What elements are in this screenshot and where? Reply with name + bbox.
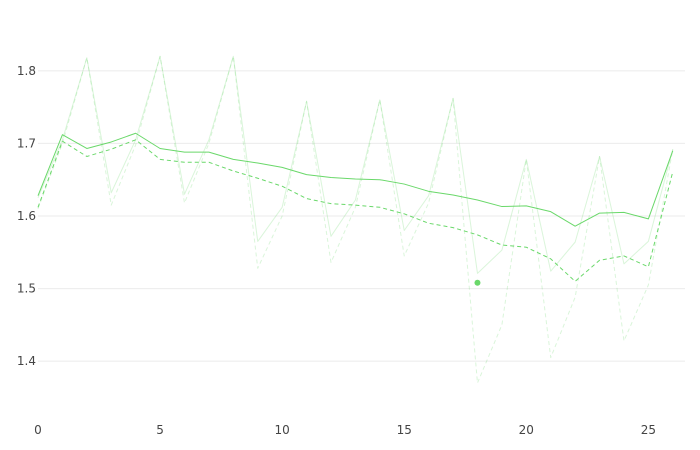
x-tick-label-5: 25 [641,423,656,437]
series-line-2 [37,55,674,274]
y-axis-ticks: 1.4 1.5 1.6 1.7 1.8 [17,64,36,368]
series-line-3 [37,55,674,384]
grid-lines [38,70,685,362]
series-lines [37,55,674,384]
x-axis-ticks: 0 5 10 15 20 25 [34,423,656,437]
y-tick-label-1: 1.5 [17,282,36,296]
series-line-1 [37,139,674,282]
y-tick-label-3: 1.7 [17,136,36,150]
data-point-marker-0 [474,279,481,286]
x-tick-label-1: 5 [156,423,164,437]
x-tick-label-4: 20 [519,423,534,437]
y-tick-label-0: 1.4 [17,354,36,368]
y-tick-label-4: 1.8 [17,64,36,78]
x-tick-label-3: 15 [397,423,412,437]
series-line-0 [37,132,674,227]
x-tick-label-0: 0 [34,423,42,437]
x-tick-label-2: 10 [275,423,290,437]
data-markers [474,279,481,286]
y-tick-label-2: 1.6 [17,209,36,223]
